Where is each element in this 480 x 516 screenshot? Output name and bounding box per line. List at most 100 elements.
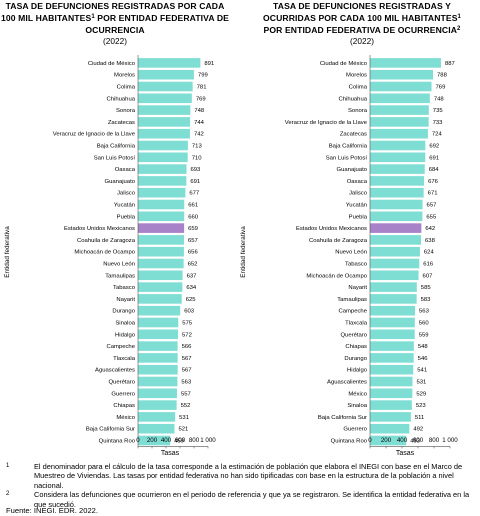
category-label: Campeche bbox=[339, 309, 368, 315]
data-label: 637 bbox=[187, 273, 197, 279]
category-label: Chiapas bbox=[113, 403, 135, 409]
category-label: Oaxaca bbox=[115, 167, 136, 173]
bar bbox=[138, 199, 185, 210]
bar bbox=[138, 128, 190, 139]
bar-highlight bbox=[138, 223, 185, 233]
category-label: Nayarit bbox=[348, 285, 367, 291]
x-tick-label: 0 bbox=[368, 437, 372, 444]
data-label: 529 bbox=[416, 391, 426, 397]
chart-title-line1: TASA DE DEFUNCIONES REGISTRADAS Y bbox=[273, 1, 451, 11]
category-label: Quintana Roo bbox=[331, 439, 368, 445]
data-label: 511 bbox=[415, 415, 424, 421]
data-label: 552 bbox=[181, 403, 191, 409]
category-label: Colima bbox=[349, 85, 368, 91]
data-label: 583 bbox=[421, 297, 432, 303]
category-label: San Luis Potosí bbox=[94, 155, 136, 161]
category-label: Hidalgo bbox=[347, 368, 368, 374]
data-label: 692 bbox=[429, 144, 439, 150]
bar bbox=[138, 176, 187, 186]
bar bbox=[370, 211, 423, 222]
bar bbox=[138, 187, 186, 198]
category-label: Estados Unidos Mexicanos bbox=[64, 226, 135, 232]
footnote-text: El denominador para el cálculo de la tas… bbox=[34, 462, 463, 490]
category-label: Aguascalientes bbox=[327, 380, 367, 386]
data-label: 559 bbox=[419, 332, 429, 338]
bar bbox=[138, 246, 184, 257]
bar bbox=[370, 294, 417, 304]
footnote-mark: 1 bbox=[6, 463, 10, 469]
category-label: Hidalgo bbox=[115, 332, 136, 338]
category-label: Yucatán bbox=[114, 203, 135, 209]
data-label: 660 bbox=[188, 214, 199, 220]
data-label: 634 bbox=[186, 285, 197, 291]
bar bbox=[138, 117, 191, 127]
x-tick-label: 400 bbox=[397, 437, 408, 444]
bar bbox=[138, 152, 188, 163]
category-label: Baja California bbox=[97, 144, 136, 150]
data-label: 575 bbox=[182, 321, 193, 327]
data-label: 546 bbox=[418, 356, 429, 362]
category-label: Querétaro bbox=[340, 332, 367, 338]
bar bbox=[370, 140, 426, 151]
category-label: Colima bbox=[117, 85, 136, 91]
bar bbox=[370, 376, 413, 387]
data-label: 657 bbox=[427, 203, 437, 209]
bar bbox=[138, 341, 178, 351]
category-label: Baja California bbox=[329, 144, 368, 150]
bar bbox=[138, 58, 201, 68]
data-label: 659 bbox=[188, 226, 198, 232]
data-label: 691 bbox=[429, 155, 439, 161]
data-label: 693 bbox=[191, 167, 202, 173]
category-label: Durango bbox=[112, 309, 135, 315]
data-label: 748 bbox=[434, 96, 445, 102]
category-label: Baja California Sur bbox=[86, 427, 135, 433]
data-label: 563 bbox=[181, 380, 192, 386]
bar bbox=[370, 128, 428, 139]
data-label: 733 bbox=[433, 120, 444, 126]
bar bbox=[370, 176, 425, 186]
data-label: 748 bbox=[194, 108, 205, 114]
data-label: 769 bbox=[196, 96, 206, 102]
bar bbox=[370, 258, 420, 269]
x-tick-label: 800 bbox=[189, 437, 200, 444]
bar bbox=[370, 353, 414, 363]
chart-subtitle: (2022) bbox=[103, 36, 127, 46]
source-note: Fuente: INEGI. EDR. 2022. bbox=[6, 506, 99, 515]
category-label: Morelos bbox=[114, 73, 135, 79]
category-label: Sinaloa bbox=[347, 403, 367, 409]
chart-title-line2: 100 MIL HABITANTES1 POR ENTIDAD FEDERATI… bbox=[1, 13, 229, 23]
footnotes: 1 El denominador para el cálculo de la t… bbox=[6, 462, 476, 509]
data-label: 585 bbox=[421, 285, 432, 291]
bar bbox=[370, 412, 411, 422]
y-axis-label: Entidad federativa bbox=[4, 226, 11, 278]
footnote-1: 1 El denominador para el cálculo de la t… bbox=[6, 462, 476, 490]
bar bbox=[370, 164, 425, 174]
x-tick-label: 600 bbox=[413, 437, 424, 444]
category-label: Zacatecas bbox=[108, 120, 135, 126]
category-label: Aguascalientes bbox=[95, 368, 135, 374]
data-label: 638 bbox=[425, 238, 436, 244]
data-label: 661 bbox=[188, 203, 198, 209]
bar bbox=[138, 294, 182, 304]
category-label: México bbox=[116, 415, 135, 421]
category-label: Tamaulipas bbox=[105, 273, 135, 279]
data-label: 567 bbox=[182, 368, 192, 374]
category-label: Estados Unidos Mexicanos bbox=[296, 226, 367, 232]
bar bbox=[370, 187, 424, 198]
data-label: 799 bbox=[198, 73, 208, 79]
chart-title-line3: OCURRENCIA bbox=[85, 25, 144, 35]
category-label: Morelos bbox=[346, 73, 367, 79]
bar bbox=[370, 317, 415, 328]
data-label: 572 bbox=[182, 332, 192, 338]
data-label: 523 bbox=[416, 403, 427, 409]
category-label: Guerrero bbox=[111, 391, 135, 397]
bar bbox=[370, 246, 420, 257]
category-label: Zacatecas bbox=[340, 132, 367, 138]
bar bbox=[138, 105, 191, 115]
bar bbox=[370, 341, 414, 351]
data-label: 781 bbox=[197, 85, 207, 91]
bar-highlight bbox=[370, 223, 422, 233]
chart-left: TASA DE DEFUNCIONES REGISTRADAS POR CADA… bbox=[1, 1, 229, 457]
bar bbox=[370, 58, 441, 68]
data-label: 566 bbox=[182, 344, 193, 350]
